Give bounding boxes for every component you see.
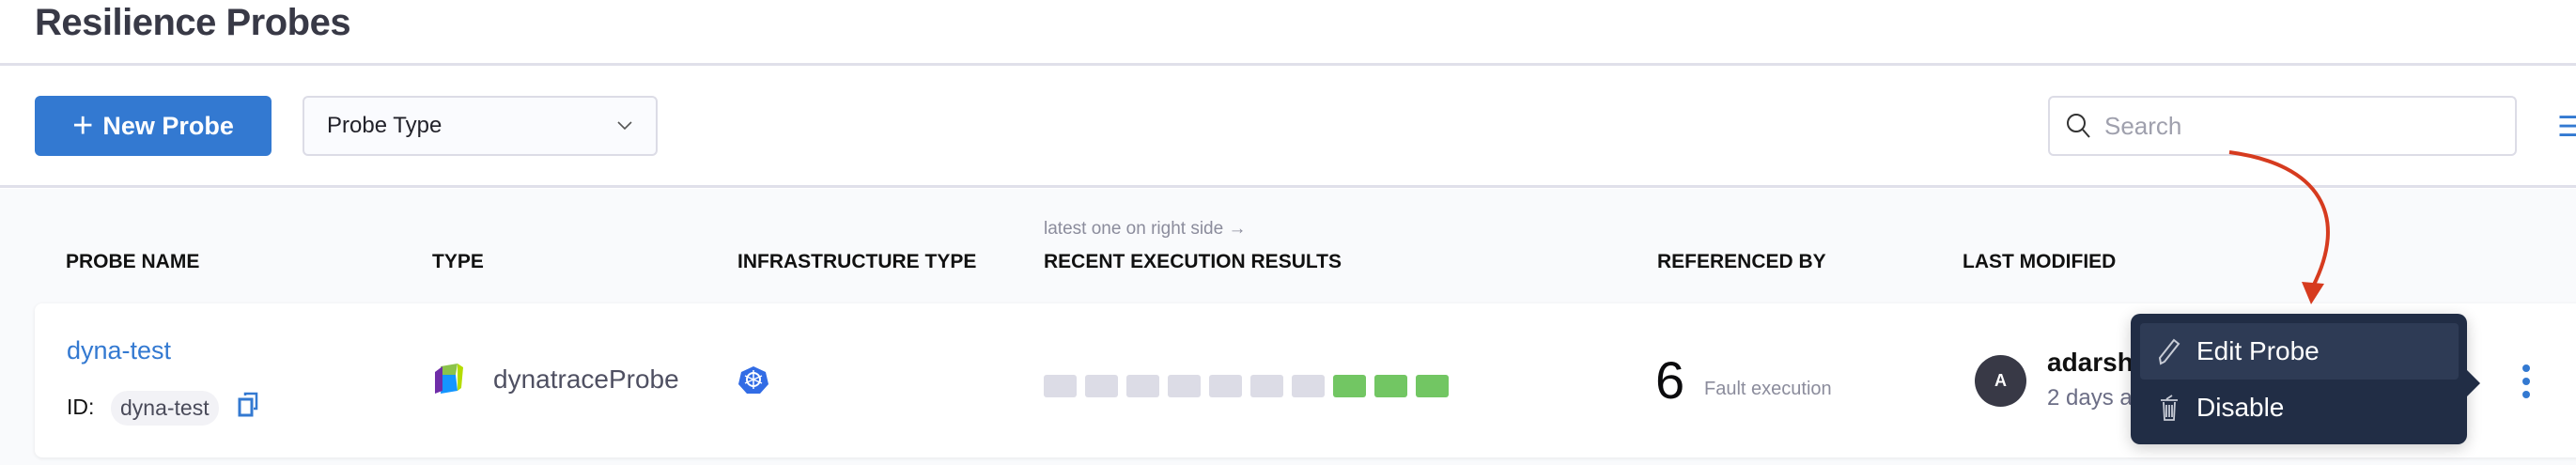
result-none[interactable] [1209,375,1242,397]
column-header-type: TYPE [432,251,484,272]
filter-icon[interactable]: ☰ [2557,112,2576,143]
pencil-icon [2158,338,2180,365]
trash-icon [2161,395,2178,421]
result-success[interactable] [1416,375,1449,397]
more-options-icon[interactable] [2520,364,2533,398]
result-none[interactable] [1168,375,1201,397]
column-header-referenced-by: REFERENCED BY [1657,251,1826,272]
probe-type-label: Probe Type [327,113,442,138]
result-none[interactable] [1250,375,1283,397]
column-header-recent-results: RECENT EXECUTION RESULTS [1044,251,1342,272]
dynatrace-icon [435,364,463,394]
probe-type: dynatraceProbe [493,364,679,394]
probe-id: dyna-test [111,391,219,426]
modified-by: adarsh [2047,348,2134,377]
probe-name-link[interactable]: dyna-test [67,336,172,364]
result-none[interactable] [1085,375,1118,397]
disable-label: Disable [2196,393,2285,422]
column-header-last-modified: LAST MODIFIED [1963,251,2117,272]
plus-icon: + [72,106,94,146]
page-title: Resilience Probes [35,2,351,43]
search-input[interactable]: Search [2048,96,2517,156]
referenced-count: 6 [1655,350,1685,410]
id-label: ID: [67,395,95,419]
result-success[interactable] [1333,375,1366,397]
new-probe-label: New Probe [102,111,234,140]
menu-item-disable[interactable]: Disable [2140,380,2459,436]
result-none[interactable] [1044,375,1077,397]
copy-icon[interactable] [238,392,258,417]
chevron-down-icon [617,121,632,131]
header-divider [0,63,2576,66]
result-none[interactable] [1292,375,1325,397]
probe-type-dropdown[interactable]: Probe Type [303,96,658,156]
edit-probe-label: Edit Probe [2196,336,2320,365]
search-icon [2067,114,2090,138]
column-header-probe-name: PROBE NAME [66,251,200,272]
menu-item-edit-probe[interactable]: Edit Probe [2140,323,2459,380]
kubernetes-icon [738,366,768,394]
context-menu: Edit Probe Disable [2131,314,2480,444]
column-header-infrastructure-type: INFRASTRUCTURE TYPE [737,251,977,272]
modified-time: 2 days a [2047,385,2133,411]
avatar: A [1975,355,2026,407]
result-success[interactable] [1374,375,1407,397]
new-probe-button[interactable]: + New Probe [35,96,272,156]
search-placeholder: Search [2104,111,2182,140]
result-none[interactable] [1126,375,1159,397]
toolbar-divider [0,185,2576,188]
execution-hint: latest one on right side → [1044,219,1247,239]
referenced-label: Fault execution [1704,379,1832,399]
